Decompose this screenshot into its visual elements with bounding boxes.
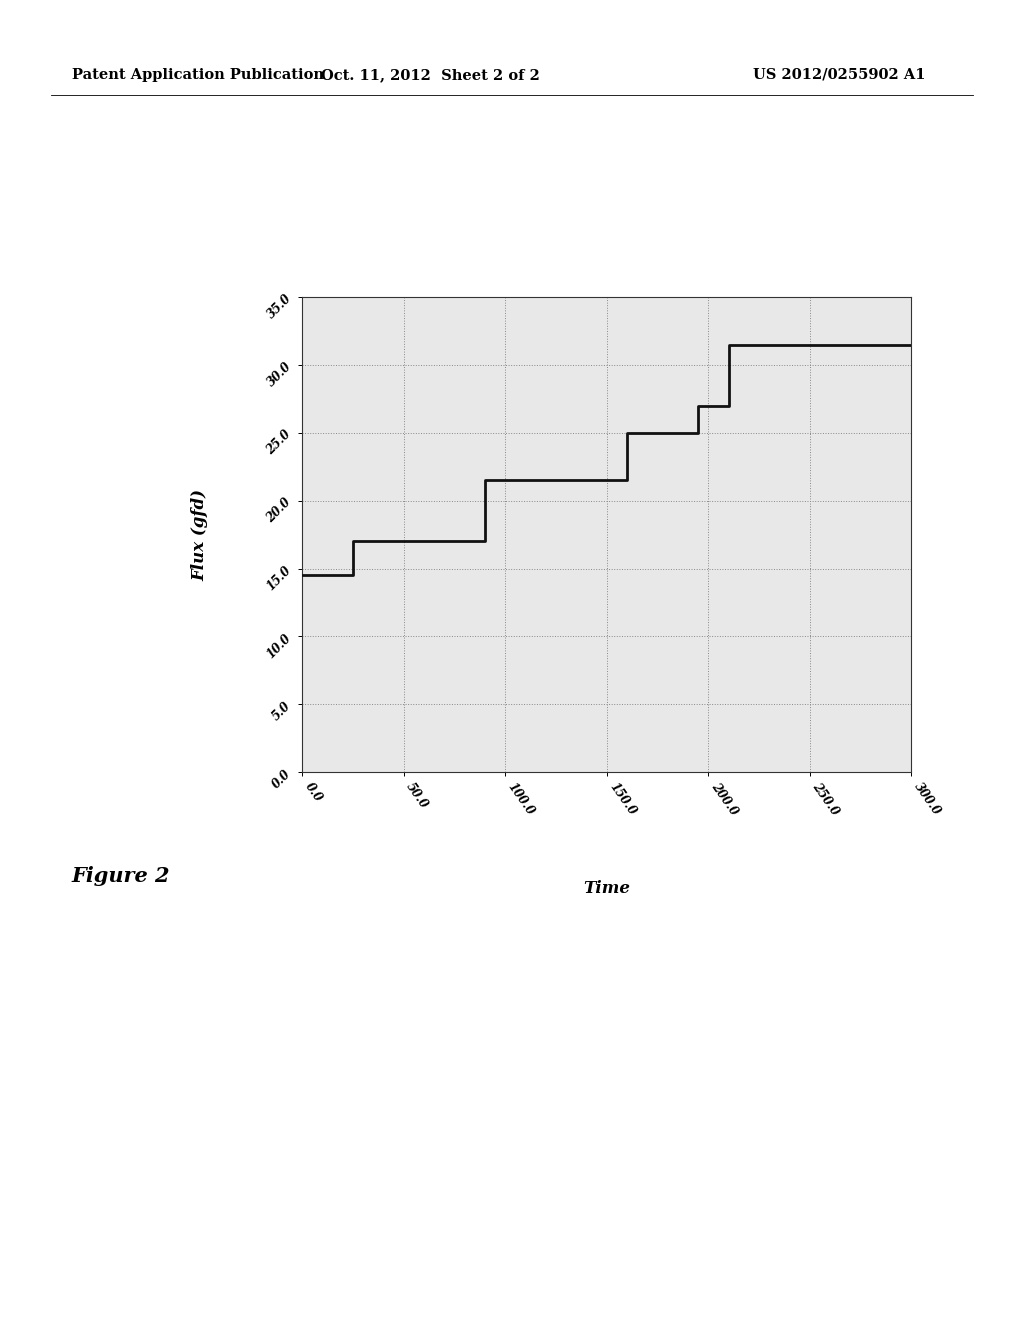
Text: Patent Application Publication: Patent Application Publication — [72, 69, 324, 82]
Text: Oct. 11, 2012  Sheet 2 of 2: Oct. 11, 2012 Sheet 2 of 2 — [321, 69, 540, 82]
Text: US 2012/0255902 A1: US 2012/0255902 A1 — [754, 69, 926, 82]
X-axis label: Time: Time — [584, 880, 630, 898]
Text: Figure 2: Figure 2 — [72, 866, 170, 887]
Y-axis label: Flux (gfd): Flux (gfd) — [191, 488, 209, 581]
